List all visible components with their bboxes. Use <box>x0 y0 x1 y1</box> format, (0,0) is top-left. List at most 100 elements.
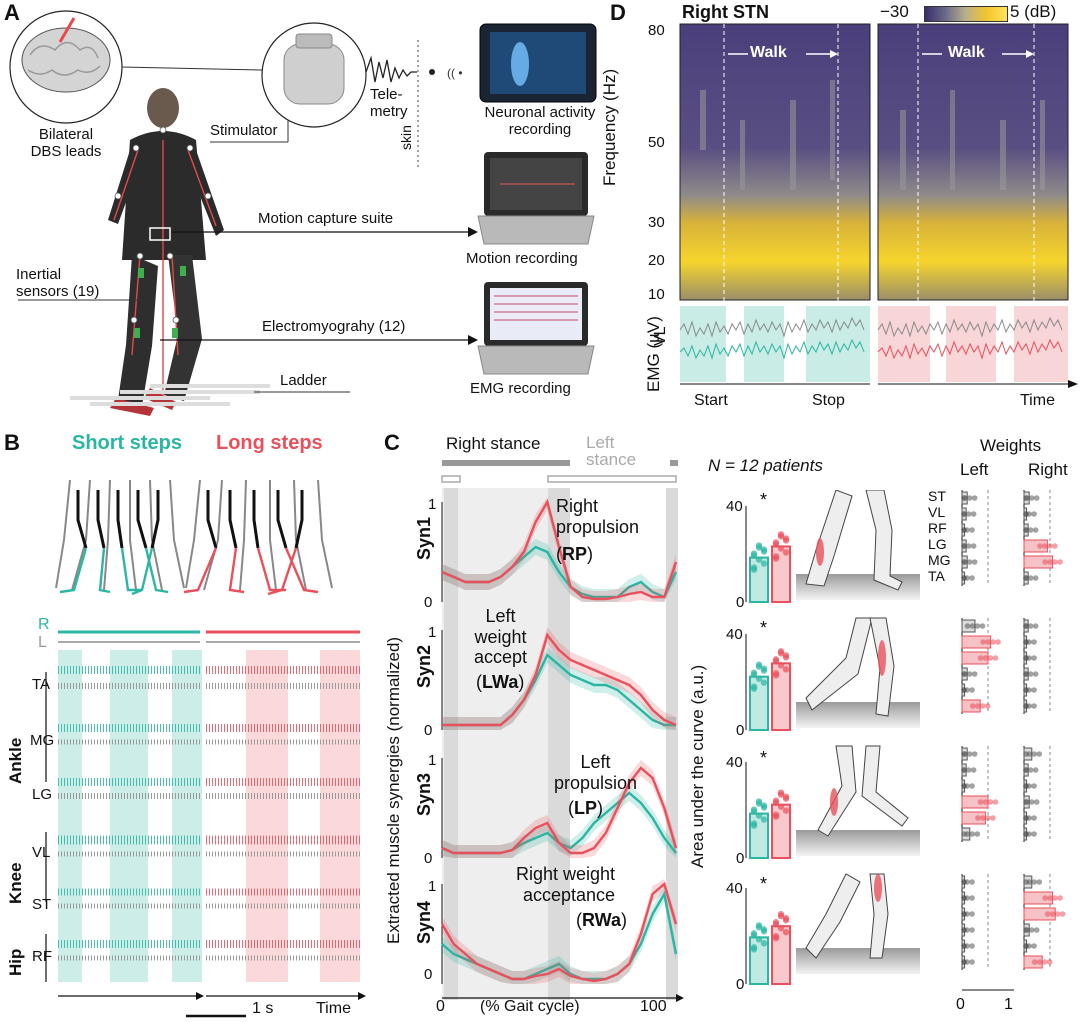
weight-dot <box>990 639 996 645</box>
syn1-abbr: (RP) <box>556 544 594 564</box>
auc-ytick-0-2: 0 <box>736 722 745 739</box>
stick-figures-long <box>183 479 333 596</box>
label-stimulator: Stimulator <box>210 122 278 139</box>
weight-dot <box>1028 799 1035 805</box>
syn3-ytick-0: 0 <box>424 850 433 867</box>
weights-left-label: Left <box>960 460 989 479</box>
syn2-ytick-1: 1 <box>428 624 437 641</box>
weight-dot <box>1036 959 1043 965</box>
panel-d-title: Right STN <box>682 2 769 22</box>
label-telemetry: Tele- metry <box>370 86 408 121</box>
weight-dot <box>969 575 975 581</box>
weight-dot <box>1026 511 1032 517</box>
label-motion-recording: Motion recording <box>466 250 578 267</box>
walk-label-left: Walk <box>750 44 787 61</box>
weight-dot <box>969 911 975 917</box>
weight-dot <box>1042 559 1048 565</box>
wmuscle-st: ST <box>928 488 946 504</box>
syn2-abbr: (LWa) <box>476 672 525 692</box>
weight-dot <box>1026 703 1032 709</box>
syn4-long-band <box>442 879 676 984</box>
weight-dot <box>984 703 991 709</box>
weight-dot <box>1028 927 1035 933</box>
auc-dot <box>782 652 790 659</box>
weight-dot <box>1031 639 1037 645</box>
weight-dot <box>971 495 978 501</box>
auc-dot <box>760 802 768 809</box>
syn3-long-line <box>441 766 678 855</box>
panel-letter-c: C <box>384 430 400 455</box>
label-long-steps: Long steps <box>216 432 323 454</box>
muscle-lg: LG <box>32 786 53 803</box>
spectrogram-right <box>877 23 1069 301</box>
weight-dot <box>1054 911 1061 917</box>
auc-dot <box>777 662 785 669</box>
weight-dot <box>1052 543 1058 549</box>
weight-dot <box>1031 831 1037 837</box>
weight-dot <box>1059 911 1066 917</box>
auc-dot <box>760 926 768 933</box>
gait-x-axis-label: (% Gait cycle) <box>480 998 580 1015</box>
auc-dot <box>755 556 763 563</box>
auc-dot <box>772 811 780 818</box>
walking-figure <box>108 88 224 416</box>
syn3-abbr-text: LP <box>574 798 598 818</box>
weight-dot <box>965 767 972 773</box>
auc-dot <box>750 550 758 557</box>
weight-dot <box>964 911 970 917</box>
weight-dot <box>987 799 994 805</box>
weight-dot <box>977 799 984 805</box>
auc-dot <box>755 661 763 668</box>
weight-dot <box>995 639 1001 645</box>
svg-text:(( •: (( • <box>447 66 463 80</box>
weight-dot <box>1031 943 1037 949</box>
weight-dot <box>1032 623 1039 629</box>
weight-dot <box>965 543 972 549</box>
syn1-abbr-text: RP <box>562 544 588 564</box>
weight-dot <box>1052 895 1058 901</box>
weight-dot <box>961 671 968 677</box>
auc-dot <box>782 549 790 556</box>
wmuscle-vl: VL <box>928 504 946 520</box>
auc-axis-label: Area under the curve (a.u.) <box>688 664 707 868</box>
auc-dot <box>777 803 785 810</box>
weight-dot <box>974 623 981 629</box>
leg-illustrations <box>796 490 920 974</box>
auc-dot <box>760 665 768 672</box>
weight-dot <box>1031 959 1038 965</box>
auc-dot <box>750 806 758 813</box>
colorbar <box>924 6 1008 22</box>
weight-muscle-labels: ST VL RF LG MG TA <box>928 488 951 584</box>
weight-dot <box>964 575 970 581</box>
syn4-ytick-0: 0 <box>424 966 433 983</box>
freq-tick-50: 50 <box>648 134 665 151</box>
auc-dot <box>772 553 780 560</box>
weight-dot <box>1031 655 1037 661</box>
label-time-d: Time <box>1020 392 1055 409</box>
weight-dot <box>970 767 977 773</box>
freq-tick-20: 20 <box>648 252 665 269</box>
auc-dot <box>760 546 768 553</box>
weight-dot <box>1027 671 1034 677</box>
weight-dot <box>1031 687 1037 693</box>
muscle-ta: TA <box>32 676 51 693</box>
auc-dot <box>777 911 785 918</box>
auc-dot <box>755 922 763 929</box>
weight-dot <box>1044 911 1051 917</box>
weight-dot <box>961 751 968 757</box>
weight-dot <box>1032 527 1039 533</box>
weight-dot <box>1031 815 1037 821</box>
leg-icon-3 <box>796 745 920 856</box>
weight-dot <box>1042 895 1048 901</box>
weight-dot <box>964 879 970 885</box>
weight-dot <box>1041 959 1048 965</box>
weight-dot <box>964 943 970 949</box>
weight-dot <box>1023 527 1029 533</box>
auc-dot <box>782 915 790 922</box>
weights-tick-0: 0 <box>956 996 965 1013</box>
weight-dot <box>966 495 973 501</box>
syn1-long-line <box>441 498 678 601</box>
auc-dot <box>750 930 758 937</box>
stick-figures-short <box>55 479 185 596</box>
auc-dot <box>782 793 790 800</box>
